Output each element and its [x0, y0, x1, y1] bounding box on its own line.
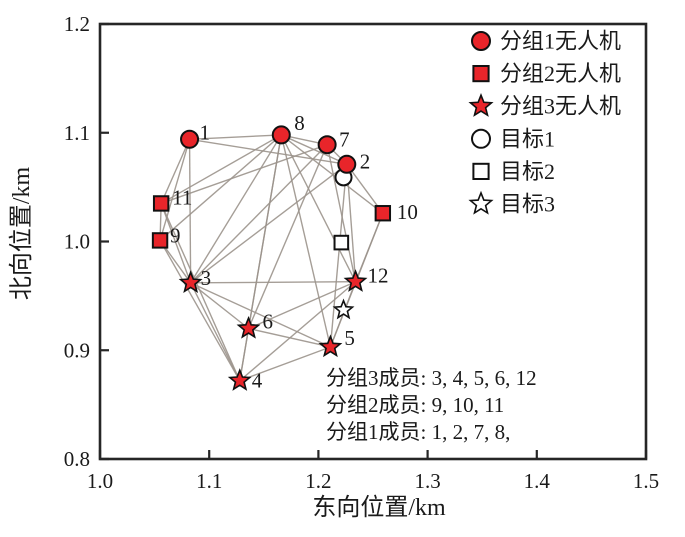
edge-line-7-12	[326, 144, 357, 282]
edge-line-4-5	[239, 346, 331, 382]
node-label-6: 6	[263, 310, 274, 334]
legend-marker-star-filled-icon	[468, 92, 494, 117]
node-label-4: 4	[252, 369, 263, 393]
edge-line-6-12	[248, 281, 356, 330]
edge-line-1-11	[160, 138, 191, 204]
annotation-line-2: 分组2成员: 9, 10, 11	[326, 393, 504, 417]
edge-line-2-5	[329, 164, 348, 348]
legend-marker-circle-filled-icon	[471, 31, 491, 51]
uav-node-10	[374, 205, 392, 222]
legend-label: 分组1无人机	[500, 29, 621, 54]
legend-item-2: 分组2无人机	[472, 61, 621, 86]
group-members-annotation: 分组3成员: 3, 4, 5, 6, 12 分组2成员: 9, 10, 11 分组1…	[326, 366, 537, 444]
legend-item-6: 目标3	[468, 190, 555, 217]
y-tick-label: 1.2	[64, 12, 90, 36]
x-axis-title: 东向位置/km	[312, 494, 446, 521]
edge-line-8-5	[280, 134, 332, 348]
uav-node-5	[318, 334, 343, 358]
x-tick-label: 1.1	[196, 469, 222, 493]
x-tick-label: 1.2	[305, 469, 331, 493]
legend-item-5: 目标2	[472, 159, 555, 184]
y-axis-title: 北向位置/km	[8, 167, 35, 301]
uav-nodes-layer	[151, 125, 392, 391]
uav-node-7	[317, 135, 337, 155]
edge-line-7-3	[190, 144, 328, 284]
legend-item-4: 目标1	[471, 126, 555, 151]
uav-node-8	[271, 125, 291, 145]
edge-line-8-9	[159, 134, 282, 241]
y-tick-label: 0.8	[64, 447, 90, 471]
target-marker-t2	[333, 234, 350, 251]
uav-node-6	[236, 315, 261, 339]
edge-line-8-10	[280, 134, 384, 214]
node-label-12: 12	[368, 264, 389, 288]
node-label-3: 3	[201, 266, 212, 290]
node-label-8: 8	[294, 111, 305, 135]
legend-label: 分组2无人机	[500, 61, 621, 86]
edge-line-9-4	[159, 240, 241, 382]
edge-line-1-9	[159, 139, 191, 241]
target-marker-t3	[332, 298, 355, 320]
targets-layer	[332, 168, 355, 320]
legend-label: 目标3	[500, 192, 555, 217]
legend-item-3: 分组3无人机	[468, 92, 621, 119]
edge-line-3-4	[190, 282, 241, 382]
node-label-9: 9	[170, 223, 181, 247]
edge-line-1-3	[188, 139, 192, 283]
y-tick-label: 1.0	[64, 230, 90, 254]
edge-line-3-6	[190, 282, 249, 330]
y-tick-label: 1.1	[64, 121, 90, 145]
uav-node-4	[227, 368, 252, 391]
edge-line-4-12	[239, 281, 356, 382]
edge-line-11-3	[160, 203, 192, 284]
legend-marker-square-open-icon	[472, 162, 490, 181]
annotation-line-3: 分组1成员: 1, 2, 7, 8,	[326, 420, 510, 444]
x-tick-label: 1.5	[633, 469, 659, 493]
edges-layer	[159, 134, 384, 382]
x-axis: 1.0 1.1 1.2 1.3 1.4 1.5	[87, 450, 659, 493]
x-tick-label: 1.3	[414, 469, 440, 493]
edge-line-2-3	[190, 163, 348, 284]
y-tick-label: 0.9	[64, 338, 90, 362]
legend-item-1: 分组1无人机	[471, 29, 621, 54]
annotation-line-1: 分组3成员: 3, 4, 5, 6, 12	[326, 366, 537, 390]
y-axis: 0.8 0.9 1.0 1.1 1.2	[64, 12, 109, 471]
uav-node-12	[343, 269, 368, 292]
edge-line-3-12	[190, 281, 356, 284]
legend-label: 目标1	[500, 126, 555, 151]
x-tick-label: 1.0	[87, 469, 113, 493]
legend-marker-circle-open-icon	[471, 128, 491, 149]
edge-line-8-3	[190, 134, 282, 284]
uav-node-2	[337, 154, 357, 174]
uav-node-9	[151, 232, 169, 249]
node-label-1: 1	[200, 120, 211, 144]
edge-line-8-12	[280, 134, 357, 283]
node-label-11: 11	[172, 185, 192, 209]
edge-line-11-4	[160, 203, 241, 381]
node-label-7: 7	[339, 128, 350, 152]
uav-node-3	[178, 270, 203, 293]
x-tick-label: 1.4	[524, 469, 551, 493]
edge-line-7-11	[160, 144, 328, 205]
edge-line-1-8	[189, 134, 282, 140]
node-label-5: 5	[344, 326, 355, 350]
edge-line-7-6	[247, 144, 328, 329]
node-labels-layer: 1 8 72 9 10 11 3 4 5 6 12	[170, 111, 418, 393]
legend-marker-square-filled-icon	[472, 65, 490, 83]
node-label-2: 2	[360, 149, 371, 173]
edge-line-3-5	[190, 282, 331, 348]
legend-label: 目标2	[500, 159, 555, 184]
legend-marker-star-open-icon	[468, 190, 494, 215]
node-label-10: 10	[397, 200, 418, 224]
uav-node-11	[152, 195, 170, 212]
edge-line-8-11	[160, 134, 282, 205]
legend-label: 分组3无人机	[500, 94, 621, 119]
uav-node-1	[180, 129, 200, 149]
